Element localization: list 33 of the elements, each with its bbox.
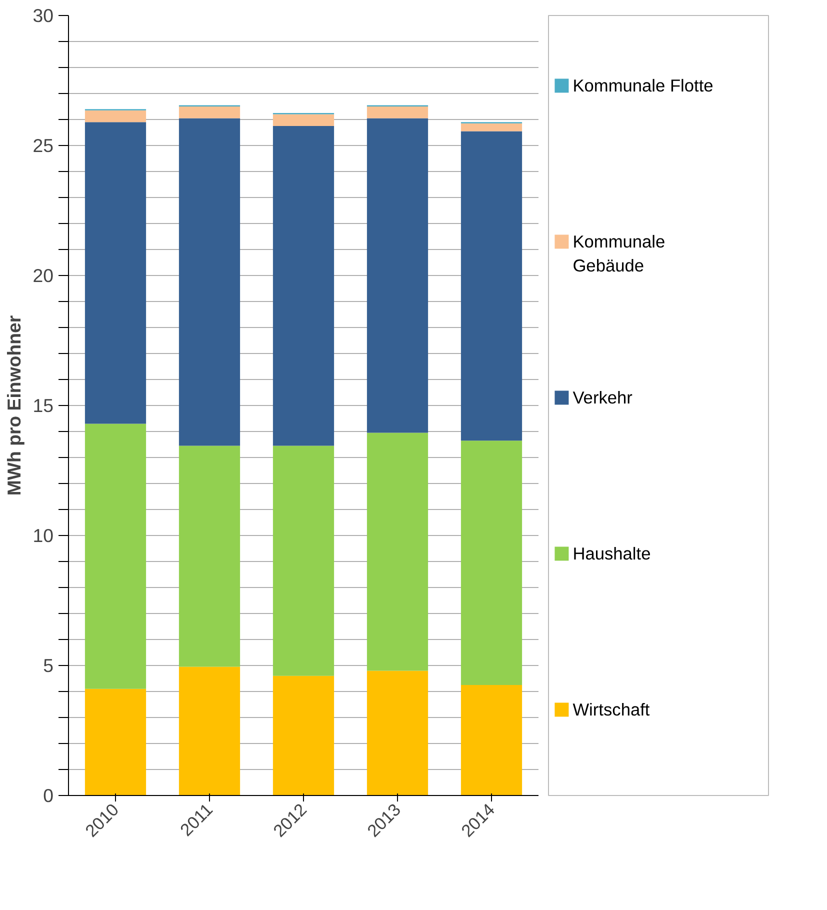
bar: [272, 676, 334, 796]
y-tick-label: 0: [43, 785, 54, 806]
legend-label: Haushalte: [572, 544, 651, 564]
legend-label: Kommunale Gebäude: [572, 232, 666, 276]
y-tick-label: 30: [32, 5, 54, 26]
legend-label: Wirtschaft: [572, 700, 650, 720]
bar: [366, 106, 428, 118]
y-tick-label: 20: [32, 265, 54, 286]
legend-label: Verkehr: [572, 388, 633, 408]
bar: [178, 118, 240, 446]
bar: [460, 131, 522, 441]
bar: [178, 106, 240, 118]
y-tick-label: 25: [32, 135, 54, 156]
bar: [272, 126, 334, 446]
y-tick-label: 10: [32, 525, 54, 546]
bar: [366, 432, 428, 671]
bar: [272, 446, 334, 676]
bar: [460, 123, 522, 132]
legend-label: Kommunale Flotte: [572, 76, 714, 96]
bar: [178, 446, 240, 667]
bar: [460, 685, 522, 796]
bar: [460, 440, 522, 685]
bar: [84, 424, 146, 689]
bar: [84, 110, 146, 122]
bar: [178, 666, 240, 796]
bar: [84, 122, 146, 424]
y-tick-label: 5: [43, 655, 54, 676]
bar: [272, 114, 334, 126]
bar: [366, 670, 428, 796]
bar: [366, 118, 428, 433]
bar: [84, 688, 146, 796]
y-tick-label: 15: [32, 395, 54, 416]
y-axis-title: MWh pro Einwohner: [4, 315, 25, 496]
